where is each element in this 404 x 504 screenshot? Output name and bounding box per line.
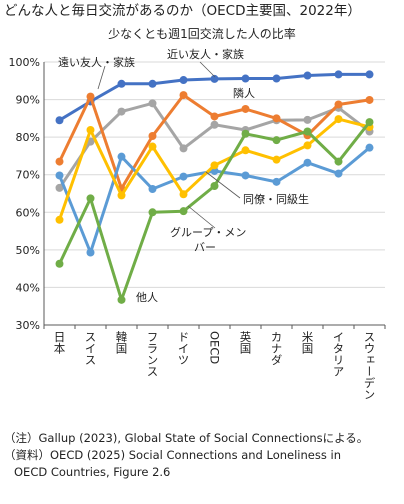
data-point xyxy=(179,172,188,181)
series-line xyxy=(58,121,371,302)
data-point xyxy=(55,215,64,224)
data-point xyxy=(272,74,281,83)
data-point xyxy=(179,76,188,85)
annotation-leader xyxy=(97,65,106,90)
x-tick-label: イタリア xyxy=(332,331,346,377)
axis-layer: 30% 40% 50% 60% 70% 80% 90% 100% 日本 スイス 韓国 フランス ドイツ O… xyxy=(9,56,386,400)
series-annotation: 同僚・同級生 xyxy=(243,192,309,206)
data-point xyxy=(55,183,64,192)
chart-title: どんな人と毎日交流があるのか（OECD主要国、2022年） xyxy=(4,3,361,19)
data-point xyxy=(148,142,157,151)
y-tick-label: 80% xyxy=(16,131,40,144)
data-point xyxy=(148,132,157,141)
series-annotation: グループ・メン xyxy=(170,225,246,239)
data-point xyxy=(365,95,374,104)
x-tick-label: フランス xyxy=(146,331,160,377)
data-point xyxy=(241,74,250,83)
x-tick-label: カナダ xyxy=(270,331,284,366)
x-tick-label: 米国 xyxy=(301,331,315,355)
x-tick-label: 日本 xyxy=(53,331,67,355)
source-note: （資料）OECD (2025) Social Connections and L… xyxy=(4,448,341,462)
data-point xyxy=(241,104,250,113)
data-point xyxy=(117,107,126,116)
data-point xyxy=(86,248,95,257)
data-point xyxy=(334,169,343,178)
data-point xyxy=(179,91,188,100)
data-point xyxy=(117,191,126,200)
data-point xyxy=(334,157,343,166)
x-tick-label: OECD xyxy=(208,331,222,364)
data-point xyxy=(148,99,157,108)
data-point xyxy=(179,190,188,199)
data-point xyxy=(179,207,188,216)
y-tick-label: 40% xyxy=(16,281,40,294)
data-point xyxy=(55,171,64,180)
data-point xyxy=(148,208,157,217)
x-tick-label: スウェーデン xyxy=(363,331,377,400)
y-tick-label: 90% xyxy=(16,94,40,107)
data-point xyxy=(303,115,312,124)
y-tick-label: 30% xyxy=(16,319,40,332)
y-tick-label: 70% xyxy=(16,169,40,182)
data-point xyxy=(55,259,64,268)
data-point xyxy=(55,116,64,125)
data-point xyxy=(272,136,281,145)
data-point xyxy=(365,143,374,152)
data-point xyxy=(179,144,188,153)
data-point xyxy=(86,92,95,101)
data-point xyxy=(272,177,281,186)
data-point xyxy=(303,71,312,80)
annotation-leader xyxy=(199,61,216,78)
data-point xyxy=(241,146,250,155)
data-point xyxy=(210,120,219,129)
data-point xyxy=(210,74,219,83)
data-point xyxy=(334,70,343,79)
y-tick-label: 100% xyxy=(9,56,40,69)
data-point xyxy=(334,115,343,124)
data-point xyxy=(148,79,157,88)
footnote: （注）Gallup (2023), Global State of Social… xyxy=(4,431,369,445)
annotation-leader xyxy=(187,205,216,229)
series-layer xyxy=(55,70,374,304)
series-annotation: 近い友人・家族 xyxy=(167,47,244,61)
data-point xyxy=(210,112,219,121)
x-tick-label: 韓国 xyxy=(115,331,129,355)
data-point xyxy=(117,295,126,304)
data-point xyxy=(86,126,95,135)
data-point xyxy=(210,181,219,190)
grid-layer xyxy=(44,61,385,288)
data-point xyxy=(303,127,312,136)
data-point xyxy=(272,114,281,123)
data-point xyxy=(365,70,374,79)
data-point xyxy=(148,184,157,193)
x-tick-label: スイス xyxy=(84,331,98,366)
series-annotation: バー xyxy=(194,241,216,254)
line-chart: 30% 40% 50% 60% 70% 80% 90% 100% 日本 スイス 韓国 フランス ドイツ O… xyxy=(9,47,386,400)
x-tick-label: 英国 xyxy=(239,330,253,355)
data-point xyxy=(117,152,126,161)
data-point xyxy=(241,129,250,138)
data-point xyxy=(365,118,374,127)
series-annotation: 隣人 xyxy=(233,86,255,100)
chart-subtitle: 少なくとも週1回交流した人の比率 xyxy=(108,27,296,41)
y-tick-label: 60% xyxy=(16,206,40,219)
data-point xyxy=(117,79,126,88)
data-point xyxy=(55,157,64,166)
y-tick-label: 50% xyxy=(16,244,40,257)
data-point xyxy=(303,158,312,167)
data-point xyxy=(272,155,281,164)
source-note-continued: OECD Countries, Figure 2.6 xyxy=(14,465,171,479)
data-point xyxy=(303,141,312,150)
data-point xyxy=(241,171,250,180)
data-point xyxy=(86,194,95,203)
series-annotation: 遠い友人・家族 xyxy=(58,55,135,69)
annotation-leader xyxy=(205,171,241,199)
data-point xyxy=(334,100,343,109)
data-point xyxy=(210,161,219,170)
series-annotation: 他人 xyxy=(136,291,158,304)
x-tick-label: ドイツ xyxy=(177,331,191,366)
